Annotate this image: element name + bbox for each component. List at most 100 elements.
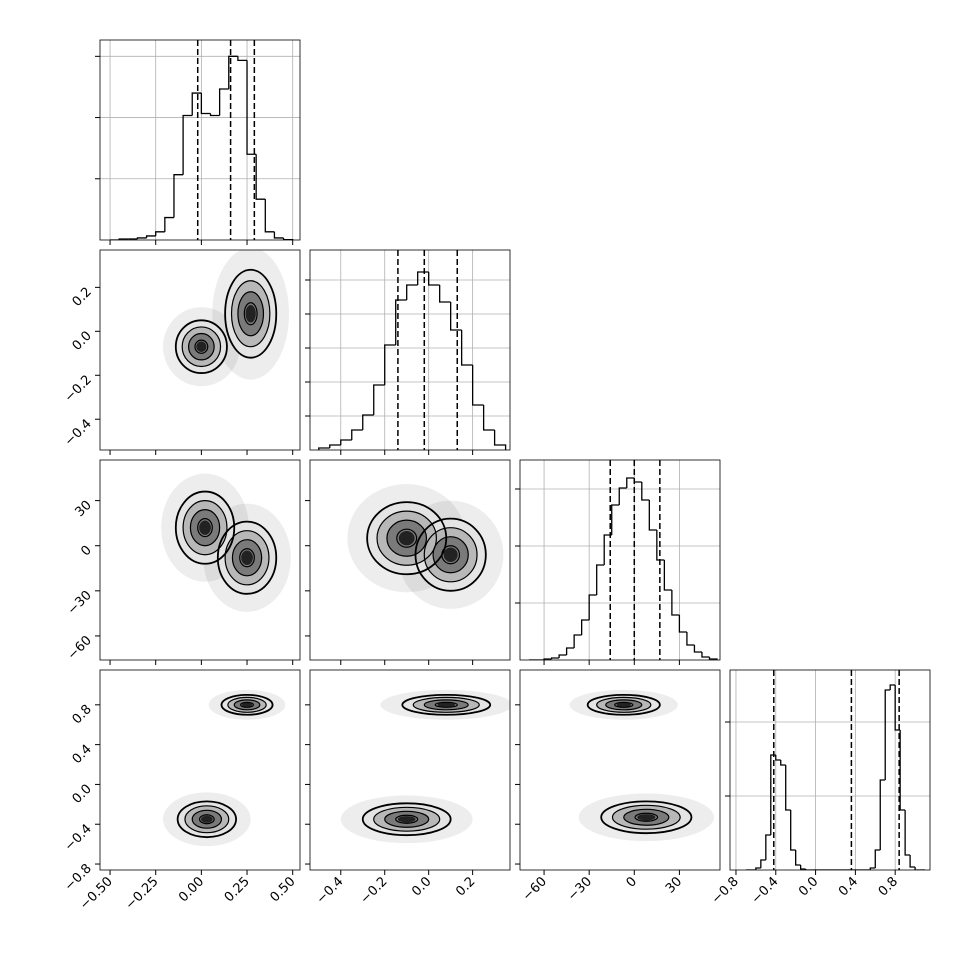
contour <box>596 696 652 713</box>
density-fill <box>245 304 256 323</box>
histogram-bin <box>904 810 911 856</box>
histogram-bin <box>804 869 811 870</box>
histogram-bin <box>362 414 374 430</box>
histogram-bin <box>874 849 881 868</box>
contour <box>401 693 492 716</box>
histogram-bin <box>618 487 627 505</box>
contour <box>189 509 221 547</box>
histogram-bin <box>428 272 440 286</box>
contour <box>634 812 659 822</box>
contour <box>187 332 215 361</box>
x-tick-label: 0.2 <box>453 874 478 899</box>
histogram-bin <box>460 330 473 366</box>
contour <box>366 501 448 576</box>
histogram-bin <box>648 500 657 531</box>
histogram-bin <box>351 429 363 440</box>
histogram-bin <box>790 810 796 851</box>
density <box>161 473 291 612</box>
density-fill <box>201 815 213 823</box>
density-fill <box>199 520 211 535</box>
contour <box>227 696 267 713</box>
panel-frame <box>99 249 301 451</box>
y-tick-label: 0.0 <box>70 782 95 807</box>
x-tick-label: 0.25 <box>222 874 253 905</box>
y-tick-label: −60 <box>65 633 95 663</box>
y-tick-label: 0.4 <box>70 742 95 767</box>
y-tick-label: −0.2 <box>62 372 95 405</box>
histogram <box>318 250 507 450</box>
density <box>347 484 504 609</box>
x-tick-label: −0.8 <box>709 874 742 907</box>
x-tick-label: 0.8 <box>876 874 901 899</box>
contour <box>174 490 236 565</box>
contour <box>600 800 693 835</box>
contour <box>361 802 452 837</box>
histogram-bin <box>482 405 495 431</box>
panel-frame <box>729 669 931 871</box>
contour <box>181 326 222 368</box>
contour <box>243 302 258 326</box>
panel-frame <box>309 459 511 661</box>
histogram-bin <box>329 444 341 448</box>
histogram-bin <box>191 92 202 116</box>
x-tick-label: 0.0 <box>796 874 821 899</box>
histogram <box>529 460 718 660</box>
contour <box>586 693 661 716</box>
contour <box>198 814 215 825</box>
histogram-bin <box>384 344 396 385</box>
histogram-bin <box>663 560 672 591</box>
histogram-bin <box>701 652 710 658</box>
contour <box>194 339 209 354</box>
histogram-bin <box>565 647 575 655</box>
contour <box>237 291 265 337</box>
histogram-bin <box>785 765 791 811</box>
contour <box>176 800 237 839</box>
histogram-bin <box>340 439 352 445</box>
panel-frame <box>99 669 301 871</box>
y-tick-label: 0.2 <box>70 285 95 310</box>
histogram-bin <box>879 779 886 850</box>
histogram <box>745 670 926 870</box>
x-tick-label: 0.50 <box>267 874 298 905</box>
x-tick-label: −0.4 <box>749 874 782 907</box>
y-tick-label: −0.4 <box>62 821 95 854</box>
y-tick-label: −0.4 <box>62 416 95 449</box>
histogram-bin <box>755 867 761 870</box>
density-fill <box>616 702 631 707</box>
x-tick-label: 0.00 <box>176 874 207 905</box>
histogram-bin <box>493 430 507 450</box>
histogram-bin <box>596 564 605 595</box>
histogram-bin <box>780 760 786 766</box>
contour <box>441 545 461 565</box>
y-tick-label: 0.0 <box>70 329 95 354</box>
histogram-bin <box>611 504 620 535</box>
panel-frame <box>309 249 511 451</box>
histogram-bin <box>603 534 612 565</box>
histogram-bin <box>273 231 284 239</box>
histogram-bin <box>264 199 275 233</box>
density-fill <box>397 816 416 823</box>
contour <box>423 527 478 583</box>
histogram-bin <box>218 88 229 116</box>
contour <box>230 280 271 348</box>
x-tick-label: 0.4 <box>836 874 861 899</box>
histogram-bin <box>406 284 418 300</box>
contour <box>386 519 428 557</box>
x-tick-label: 0.0 <box>409 874 434 899</box>
histogram-bin <box>558 654 567 658</box>
contour <box>623 808 670 826</box>
contour <box>373 806 441 832</box>
density-fill <box>637 814 656 821</box>
histogram-bin <box>588 594 597 620</box>
x-tick-label: −0.4 <box>314 874 347 907</box>
histogram-bin <box>145 235 156 238</box>
histogram-bin <box>373 384 385 415</box>
contour <box>191 809 223 829</box>
density <box>569 689 714 842</box>
contour <box>605 699 643 711</box>
contour <box>376 510 437 566</box>
histogram-bin <box>417 271 429 285</box>
panel-frame <box>99 459 301 661</box>
histogram-bin <box>775 755 781 761</box>
